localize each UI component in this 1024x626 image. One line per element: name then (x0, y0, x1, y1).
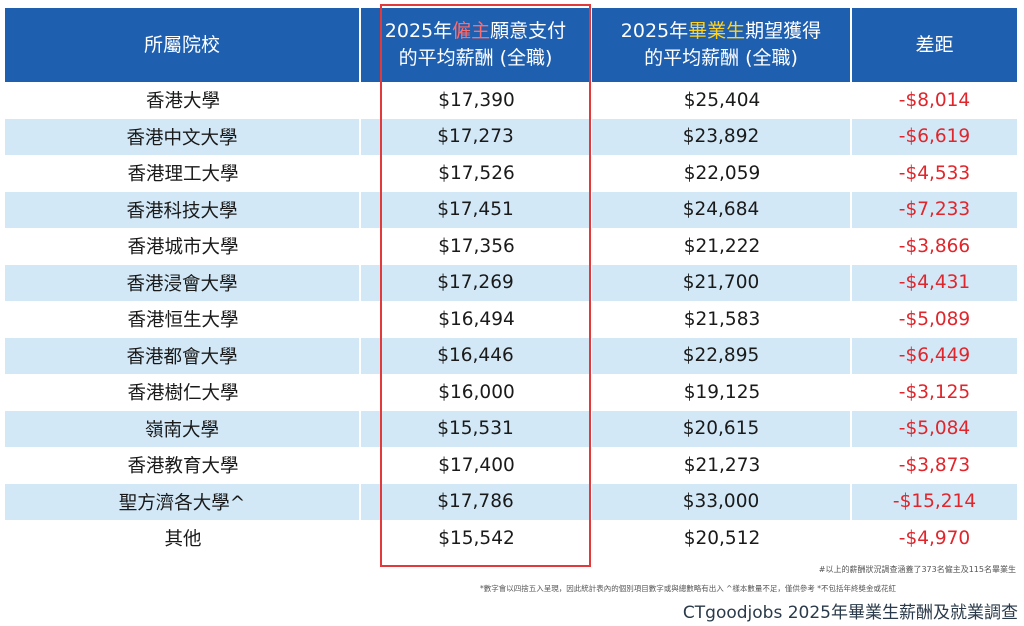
employer-pay-cell: $15,542 (438, 527, 515, 549)
salary-table: 所屬院校 2025年僱主願意支付 的平均薪酬 (全職) 2025年畢業生期望獲得… (5, 8, 1017, 557)
survey-note: #以上的薪酬狀況調查涵蓋了373名僱主及115名畢業生 (818, 565, 1016, 574)
difference-cell: -$8,014 (898, 89, 971, 111)
table-row: 香港浸會大學 $17,269 $21,700 -$4,431 (5, 264, 1017, 301)
school-cell: 香港樹仁大學 (127, 383, 239, 405)
header-difference-label: 差距 (915, 33, 954, 56)
employer-pay-cell: $16,446 (361, 337, 592, 374)
graduate-expect-cell: $20,512 (683, 527, 761, 549)
table-row: 香港都會大學 $16,446 $22,895 -$6,449 (5, 337, 1017, 374)
difference-cell: -$5,089 (898, 308, 971, 330)
employer-pay-cell: $17,390 (438, 89, 515, 111)
employer-pay-cell: $17,273 (361, 118, 592, 155)
graduate-expect-cell: $20,615 (592, 410, 852, 447)
header-employer-highlight: 僱主 (452, 20, 491, 42)
employer-pay-cell: $16,494 (438, 308, 515, 330)
table-header: 所屬院校 2025年僱主願意支付 的平均薪酬 (全職) 2025年畢業生期望獲得… (5, 8, 1017, 82)
school-cell: 聖方濟各大學^ (5, 483, 361, 520)
header-difference: 差距 (852, 8, 1017, 82)
school-cell: 嶺南大學 (5, 410, 361, 447)
school-cell: 香港都會大學 (5, 337, 361, 374)
graduate-expect-cell: $21,273 (683, 454, 761, 476)
school-cell: 香港浸會大學 (5, 264, 361, 301)
difference-cell: -$7,233 (852, 191, 1017, 228)
table-row: 其他 $15,542 $20,512 -$4,970 (5, 520, 1017, 557)
employer-pay-cell: $17,400 (438, 454, 515, 476)
graduate-expect-cell: $25,404 (683, 89, 761, 111)
header-employer-line1: 2025年僱主願意支付 (384, 20, 567, 42)
difference-cell: -$15,214 (852, 483, 1017, 520)
header-graduate-expect: 2025年畢業生期望獲得 的平均薪酬 (全職) (592, 8, 852, 82)
difference-cell: -$6,449 (852, 337, 1017, 374)
difference-cell: -$4,533 (898, 162, 971, 184)
difference-cell: -$4,970 (898, 527, 971, 549)
school-cell: 香港科技大學 (5, 191, 361, 228)
table-row: 香港樹仁大學 $16,000 $19,125 -$3,125 (5, 374, 1017, 411)
footnote: *數字會以四捨五入呈現，因此統計表內的個別項目數字或與總數略有出入 ^樣本數量不… (480, 584, 897, 593)
graduate-expect-cell: $21,700 (592, 264, 852, 301)
difference-cell: -$3,866 (898, 235, 971, 257)
school-cell: 香港大學 (145, 91, 220, 113)
school-cell: 香港城市大學 (127, 237, 239, 259)
table-row: 香港城市大學 $17,356 $21,222 -$3,866 (5, 228, 1017, 265)
table-row: 香港理工大學 $17,526 $22,059 -$4,533 (5, 155, 1017, 192)
difference-cell: -$4,431 (852, 264, 1017, 301)
employer-pay-cell: $16,000 (438, 381, 515, 403)
table-row: 聖方濟各大學^ $17,786 $33,000 -$15,214 (5, 483, 1017, 520)
graduate-expect-cell: $33,000 (592, 483, 852, 520)
graduate-expect-cell: $23,892 (592, 118, 852, 155)
difference-cell: -$5,084 (852, 410, 1017, 447)
difference-cell: -$3,873 (898, 454, 971, 476)
employer-pay-cell: $17,269 (361, 264, 592, 301)
employer-pay-cell: $17,356 (438, 235, 515, 257)
employer-pay-cell: $17,786 (361, 483, 592, 520)
difference-cell: -$3,125 (898, 381, 971, 403)
header-school-label: 所屬院校 (143, 33, 220, 56)
graduate-expect-cell: $19,125 (683, 381, 761, 403)
graduate-expect-cell: $24,684 (592, 191, 852, 228)
table-row: 香港中文大學 $17,273 $23,892 -$6,619 (5, 118, 1017, 155)
difference-cell: -$6,619 (852, 118, 1017, 155)
header-graduate-line1: 2025年畢業生期望獲得 (620, 20, 822, 42)
graduate-expect-cell: $22,059 (683, 162, 761, 184)
header-graduate-line2: 的平均薪酬 (全職) (644, 47, 798, 69)
school-cell: 香港理工大學 (127, 164, 239, 186)
graduate-expect-cell: $22,895 (592, 337, 852, 374)
source-credit: CTgoodjobs 2025年畢業生薪酬及就業調查 (682, 603, 1018, 623)
header-graduate-highlight: 畢業生 (688, 20, 746, 42)
graduate-expect-cell: $21,583 (683, 308, 761, 330)
table-row: 香港教育大學 $17,400 $21,273 -$3,873 (5, 447, 1017, 484)
school-cell: 其他 (164, 529, 202, 551)
table-body: 香港大學 $17,390 $25,404 -$8,014 香港中文大學 $17,273 $2… (5, 82, 1017, 557)
header-employer-line2: 的平均薪酬 (全職) (398, 47, 553, 69)
graduate-expect-cell: $21,222 (683, 235, 761, 257)
employer-pay-cell: $15,531 (361, 410, 592, 447)
employer-pay-cell: $17,451 (361, 191, 592, 228)
employer-pay-cell: $17,526 (438, 162, 515, 184)
table-row: 香港恒生大學 $16,494 $21,583 -$5,089 (5, 301, 1017, 338)
school-cell: 香港中文大學 (5, 118, 361, 155)
school-cell: 香港教育大學 (127, 456, 239, 478)
table-row: 嶺南大學 $15,531 $20,615 -$5,084 (5, 410, 1017, 447)
table-row: 香港科技大學 $17,451 $24,684 -$7,233 (5, 191, 1017, 228)
school-cell: 香港恒生大學 (127, 310, 239, 332)
table-row: 香港大學 $17,390 $25,404 -$8,014 (5, 82, 1017, 119)
header-employer-pay: 2025年僱主願意支付 的平均薪酬 (全職) (361, 8, 592, 82)
header-school: 所屬院校 (5, 8, 361, 82)
